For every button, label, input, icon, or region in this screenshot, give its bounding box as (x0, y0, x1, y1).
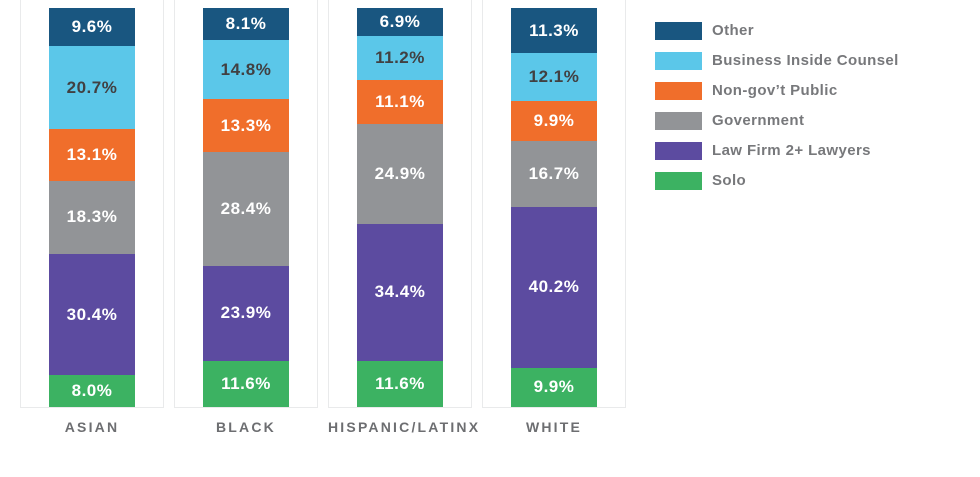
segment-value-label: 12.1% (528, 67, 580, 87)
chart-column: 6.9% 11.2% 11.1% 24.9% 34.4% 11.6% (328, 0, 472, 408)
bar-segment: 30.4% (49, 253, 135, 376)
legend-label: Law Firm 2+ Lawyers (712, 142, 871, 159)
bar-segment: 8.0% (49, 375, 135, 407)
bar-segment: 24.9% (357, 124, 443, 224)
segment-value-label: 13.3% (220, 115, 272, 135)
segment-value-label: 6.9% (379, 11, 421, 31)
bar-segment: 23.9% (203, 265, 289, 361)
legend-label: Government (712, 112, 805, 129)
bar-segment: 12.1% (511, 53, 597, 102)
bar-segment: 20.7% (49, 46, 135, 129)
axis-category-label: ASIAN (64, 419, 120, 435)
segment-value-label: 11.3% (529, 20, 579, 40)
axis-category-label: HISPANIC/LATINX (328, 419, 481, 435)
segment-value-label: 11.1% (375, 92, 425, 112)
segment-value-label: 20.7% (66, 77, 118, 97)
chart-column: 8.1% 14.8% 13.3% 28.4% 23.9% 11.6% (174, 0, 318, 408)
legend-label: Solo (712, 172, 747, 189)
legend-swatch (655, 82, 702, 100)
stacked-bar: 9.6% 20.7% 13.1% 18.3% 30.4% 8.0% (49, 8, 135, 407)
segment-value-label: 14.8% (220, 59, 272, 79)
legend-row: Law Firm 2+ Lawyers (655, 142, 899, 160)
legend: Other Business Inside Counsel Non-gov’t Pu… (655, 22, 899, 190)
bar-segment: 11.1% (357, 80, 443, 125)
segment-value-label: 23.9% (220, 303, 272, 323)
segment-value-label: 8.0% (71, 381, 113, 401)
legend-row: Government (655, 112, 899, 130)
bar-segment: 34.4% (357, 223, 443, 361)
legend-row: Non-gov’t Public (655, 82, 899, 100)
segment-value-label: 30.4% (66, 304, 118, 324)
segment-value-label: 13.1% (66, 144, 118, 164)
segment-value-label: 11.6% (221, 373, 271, 393)
legend-row: Other (655, 22, 899, 40)
segment-value-label: 28.4% (220, 198, 272, 218)
stacked-bar: 6.9% 11.2% 11.1% 24.9% 34.4% 11.6% (357, 8, 443, 407)
legend-label: Other (712, 22, 755, 39)
segment-value-label: 11.6% (375, 373, 425, 393)
segment-value-label: 8.1% (225, 14, 267, 34)
segment-value-label: 16.7% (528, 164, 580, 184)
bar-segment: 11.6% (357, 360, 443, 407)
legend-swatch (655, 172, 702, 190)
bar-segment: 13.3% (203, 99, 289, 153)
stacked-bar: 8.1% 14.8% 13.3% 28.4% 23.9% 11.6% (203, 8, 289, 407)
segment-value-label: 40.2% (528, 277, 580, 297)
chart-column: 11.3% 12.1% 9.9% 16.7% 40.2% 9.9% (482, 0, 626, 408)
stacked-bar: 11.3% 12.1% 9.9% 16.7% 40.2% 9.9% (511, 8, 597, 408)
legend-row: Business Inside Counsel (655, 52, 899, 70)
bar-segment: 40.2% (511, 207, 597, 368)
segment-value-label: 34.4% (374, 282, 426, 302)
bar-segment: 11.3% (511, 8, 597, 54)
legend-label: Non-gov’t Public (712, 82, 838, 99)
segment-value-label: 9.9% (533, 377, 575, 397)
legend-row: Solo (655, 172, 899, 190)
bar-segment: 8.1% (203, 8, 289, 41)
bar-segment: 9.9% (511, 101, 597, 141)
bar-segment: 9.6% (49, 8, 135, 47)
bar-segment: 11.6% (203, 360, 289, 407)
bar-segment: 6.9% (357, 8, 443, 36)
chart-column: 9.6% 20.7% 13.1% 18.3% 30.4% 8.0% (20, 0, 164, 408)
bar-segment: 9.9% (511, 367, 597, 408)
segment-value-label: 9.9% (533, 111, 575, 131)
bar-segment: 18.3% (49, 181, 135, 254)
axis-category-label: WHITE (525, 419, 583, 435)
segment-value-label: 11.2% (375, 47, 425, 67)
bar-segment: 14.8% (203, 40, 289, 100)
chart-columns: 9.6% 20.7% 13.1% 18.3% 30.4% 8.0% 8.1% 14.8% 13.… (20, 0, 626, 408)
legend-swatch (655, 142, 702, 160)
legend-swatch (655, 52, 702, 70)
legend-label: Business Inside Counsel (712, 52, 899, 69)
segment-value-label: 24.9% (374, 164, 426, 184)
legend-swatch (655, 22, 702, 40)
segment-value-label: 18.3% (66, 207, 118, 227)
axis-labels: ASIAN BLACK HISPANIC/LATINX WHITE (20, 419, 626, 436)
segment-value-label: 9.6% (71, 17, 113, 37)
axis-category-label: BLACK (216, 419, 276, 435)
bar-segment: 16.7% (511, 140, 597, 208)
bar-segment: 13.1% (49, 128, 135, 181)
bar-segment: 28.4% (203, 152, 289, 266)
bar-segment: 11.2% (357, 35, 443, 81)
legend-swatch (655, 112, 702, 130)
